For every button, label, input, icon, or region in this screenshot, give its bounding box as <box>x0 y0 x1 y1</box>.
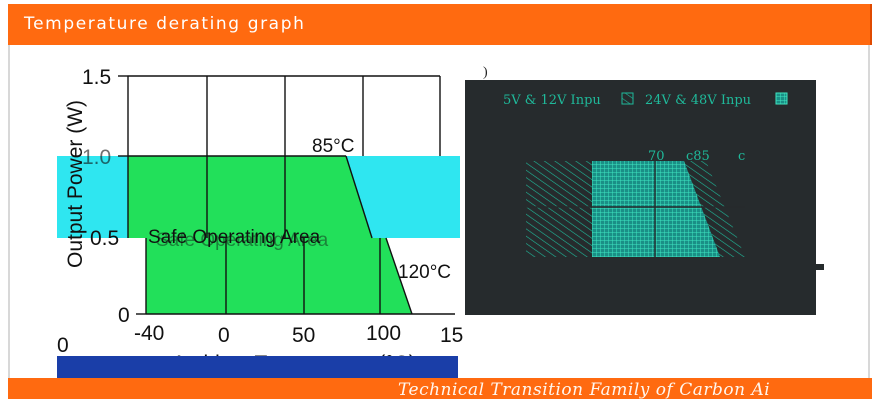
y-tick-1-0: 1.0 <box>82 146 111 169</box>
annotation-120c: 120°C <box>398 262 451 283</box>
stray-paren: ) <box>483 65 488 80</box>
stray-zero: 0 <box>57 334 69 357</box>
safe-area-lower <box>146 238 412 314</box>
legend-5v-12v: 5V & 12V Inpu <box>503 93 601 108</box>
x-tick-150: 15 <box>440 324 463 347</box>
right-plot-divisions <box>526 161 745 257</box>
y-tick-0: 0 <box>118 304 130 327</box>
safe-area-upper <box>128 156 372 238</box>
annotation-85c: 85°C <box>312 136 354 157</box>
title-bar: Temperature derating graph <box>8 4 872 45</box>
footer-bar: Technical Transition Family of Carbon Ai <box>8 378 872 399</box>
y-tick-1-5: 1.5 <box>82 66 111 89</box>
safe-area-label-ghost: Safe Operating Area <box>156 230 329 251</box>
annotation-70: 70 <box>648 149 665 164</box>
annotation-c85: c85 <box>686 149 710 164</box>
y-axis-label: Output Power (W) <box>64 100 87 268</box>
legend-24v-48v: 24V & 48V Inpu <box>645 93 751 108</box>
safe-area-label: Safe Operating Area <box>148 227 321 248</box>
annotation-c: c <box>738 149 745 164</box>
left-plot-grid <box>118 75 441 156</box>
frame-left-border <box>8 45 10 383</box>
page-title: Temperature derating graph <box>24 14 306 34</box>
navy-bar <box>57 356 458 378</box>
grid-area-24v-48v <box>592 161 720 257</box>
frame-right-border <box>868 45 870 383</box>
x-tick-50: 50 <box>292 324 315 347</box>
footer-text: Technical Transition Family of Carbon Ai <box>398 380 771 399</box>
x-tick-0: 0 <box>218 324 230 347</box>
x-tick-neg40: -40 <box>134 322 164 345</box>
dark-panel-step <box>816 264 824 270</box>
safe-area-outline <box>118 155 455 315</box>
x-tick-100: 100 <box>366 322 401 345</box>
y-tick-0-5: 0.5 <box>90 227 119 250</box>
legend-grid-swatch <box>775 92 788 105</box>
legend-hatch-swatch <box>621 92 634 105</box>
